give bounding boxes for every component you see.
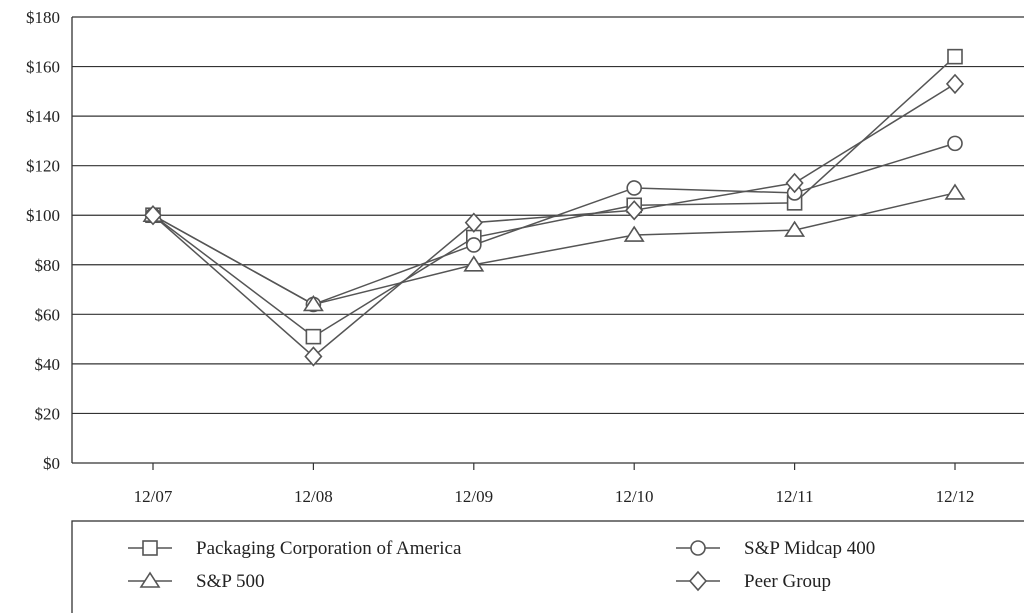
data-point-sandp-500	[623, 225, 645, 242]
x-tick-label: 12/08	[294, 487, 333, 506]
data-point-packaging-corporation-of-america	[947, 48, 963, 65]
series-line-sandp-500	[152, 192, 956, 306]
data-point-peer-group	[143, 205, 163, 226]
x-tick-label: 12/10	[615, 487, 654, 506]
x-tick-label: 12/12	[936, 487, 975, 506]
data-point-sandp-midcap-400	[465, 237, 482, 253]
data-point-peer-group	[464, 212, 483, 233]
series-lines	[152, 56, 956, 358]
legend-label: Peer Group	[744, 571, 831, 592]
legend-label: Packaging Corporation of America	[196, 538, 462, 559]
y-tick-label: $0	[43, 454, 60, 473]
y-tick-label: $80	[35, 256, 61, 275]
triangle-marker-icon	[139, 571, 161, 588]
legend-label: S&P Midcap 400	[744, 538, 875, 559]
legend-box	[71, 520, 1024, 613]
y-tick-label: $140	[26, 107, 60, 126]
data-point-peer-group	[945, 73, 965, 95]
y-tick-label: $20	[35, 404, 61, 423]
data-point-peer-group	[304, 346, 323, 367]
x-tick-label: 12/09	[454, 487, 493, 506]
data-point-sandp-midcap-400	[947, 135, 963, 152]
series-markers	[142, 48, 966, 367]
y-tick-label: $180	[26, 8, 60, 27]
data-point-sandp-500	[302, 294, 324, 312]
x-tick-label: 12/07	[134, 487, 173, 506]
data-point-sandp-midcap-400	[626, 180, 643, 196]
legend-item-sandp-500: S&P 500	[128, 571, 264, 592]
data-point-packaging-corporation-of-america	[305, 328, 322, 345]
legend-item-packaging-corporation-of-america: Packaging Corporation of America	[128, 538, 462, 559]
y-axis: $0 $20 $40 $60 $80 $100 $120 $140 $160 $180	[26, 8, 73, 473]
legend-label: S&P 500	[196, 571, 264, 592]
y-tick-label: $120	[26, 157, 60, 176]
y-tick-label: $60	[35, 305, 61, 324]
series-line-sandp-midcap-400	[152, 142, 956, 306]
circle-marker-icon	[690, 540, 706, 556]
legend: Packaging Corporation of America S&P Midc…	[71, 520, 1024, 613]
square-marker-icon	[142, 540, 158, 556]
grid	[72, 16, 1024, 464]
x-axis: 12/07 12/08 12/09 12/10 12/11 12/12	[134, 463, 975, 506]
data-point-peer-group	[785, 172, 804, 194]
data-point-sandp-500	[944, 183, 966, 200]
legend-item-sandp-midcap-400: S&P Midcap 400	[676, 538, 875, 559]
x-tick-label: 12/11	[776, 487, 814, 506]
y-tick-label: $40	[35, 355, 61, 374]
y-tick-label: $100	[26, 206, 60, 225]
y-tick-label: $160	[26, 58, 60, 77]
series-line-packaging-corporation-of-america	[152, 56, 956, 338]
series-line-peer-group	[152, 83, 956, 358]
legend-item-peer-group: Peer Group	[676, 570, 831, 592]
data-point-peer-group	[625, 200, 644, 221]
diamond-marker-icon	[688, 570, 708, 592]
data-point-sandp-500	[463, 255, 485, 272]
data-point-sandp-500	[784, 220, 806, 237]
